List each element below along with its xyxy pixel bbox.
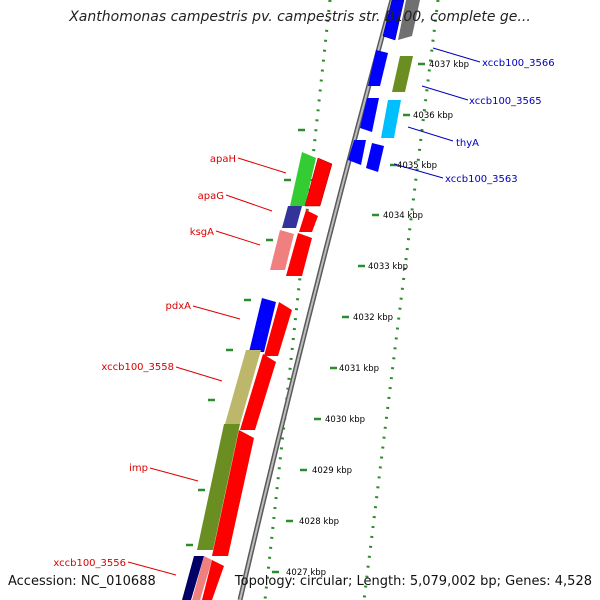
- gene-feature-xccb100-3563[interactable]: [348, 140, 366, 165]
- red-label-leaders: [127, 157, 287, 576]
- kbp-label: 4032 kbp: [353, 313, 393, 323]
- gene-label-thyA[interactable]: thyA: [456, 138, 479, 149]
- gene-feature[interactable]: [240, 354, 276, 430]
- gene-feature[interactable]: [304, 157, 333, 207]
- gene-feature-ksgA[interactable]: [270, 230, 294, 270]
- kbp-label: 4037 kbp: [429, 60, 469, 70]
- gene-feature[interactable]: [212, 430, 254, 556]
- kbp-label: 4031 kbp: [339, 364, 379, 374]
- blue-gene-labels: xccb100_3566 xccb100_3565 thyA xccb100_3…: [445, 58, 555, 185]
- genome-summary-text: Topology: circular; Length: 5,079,002 bp…: [234, 574, 592, 589]
- kbp-label: 4034 kbp: [383, 211, 423, 221]
- gene-feature-imp[interactable]: [197, 424, 240, 550]
- gene-label-ksgA[interactable]: ksgA: [190, 227, 214, 238]
- accession-text: Accession: NC_010688: [8, 574, 156, 589]
- forward-strand-features: [202, 157, 333, 600]
- kbp-label: 4030 kbp: [325, 415, 365, 425]
- inner-ruler-dotted-line: [263, 0, 332, 600]
- outer-ruler-ticks: [272, 62, 425, 574]
- gene-feature-xccb100-3565[interactable]: [368, 50, 388, 86]
- gene-label-apaG[interactable]: apaG: [198, 191, 224, 202]
- kbp-label: 4028 kbp: [299, 517, 339, 527]
- inner-ruler-ticks: [186, 128, 305, 547]
- outer-ruler-dotted-line: [362, 0, 440, 600]
- kbp-label: 4027 kbp: [286, 568, 326, 578]
- blue-label-leaders: [393, 47, 481, 179]
- gene-feature-apaG[interactable]: [282, 206, 302, 228]
- gene-feature[interactable]: [366, 143, 384, 172]
- red-gene-labels: apaH apaG ksgA pdxA xccb100_3558 imp xcc…: [53, 154, 236, 569]
- gene-label-xccb100-3556[interactable]: xccb100_3556: [53, 558, 126, 569]
- gene-feature[interactable]: [192, 556, 212, 600]
- upper-forward-strand: [348, 0, 420, 172]
- gene-label-pdxA[interactable]: pdxA: [166, 301, 192, 312]
- genome-title: Xanthomonas campestris pv. campestris st…: [69, 9, 531, 25]
- gene-feature-pdxA[interactable]: [249, 298, 276, 352]
- kbp-labels: 4037 kbp 4036 kbp 4035 kbp 4034 kbp 4033…: [286, 60, 469, 578]
- gene-label-xccb100-3563[interactable]: xccb100_3563: [445, 174, 518, 185]
- gene-feature[interactable]: [398, 0, 420, 40]
- upper-reverse-strand: [381, 56, 413, 138]
- kbp-label: 4036 kbp: [413, 111, 453, 121]
- gene-feature-xccb100-3556[interactable]: [182, 556, 204, 600]
- gene-feature[interactable]: [202, 560, 224, 600]
- gene-feature[interactable]: [381, 100, 401, 138]
- gene-label-xccb100-3566[interactable]: xccb100_3566: [482, 58, 555, 69]
- gene-feature[interactable]: [299, 210, 318, 232]
- gene-feature-xccb100-3566[interactable]: [392, 56, 413, 92]
- gene-label-xccb100-3565[interactable]: xccb100_3565: [469, 96, 542, 107]
- gene-feature-thyA[interactable]: [360, 98, 379, 132]
- gene-feature[interactable]: [286, 233, 312, 276]
- gene-feature-apaH[interactable]: [290, 152, 316, 206]
- kbp-label: 4035 kbp: [397, 161, 437, 171]
- reverse-strand-features: [182, 152, 316, 600]
- gene-label-xccb100-3558[interactable]: xccb100_3558: [101, 362, 174, 373]
- kbp-label: 4029 kbp: [312, 466, 352, 476]
- kbp-label: 4033 kbp: [368, 262, 408, 272]
- gene-feature-xccb100-3558[interactable]: [225, 350, 261, 424]
- gene-label-imp[interactable]: imp: [129, 463, 148, 474]
- gene-feature[interactable]: [264, 302, 292, 356]
- gene-feature[interactable]: [382, 0, 405, 41]
- gene-label-apaH[interactable]: apaH: [210, 154, 236, 165]
